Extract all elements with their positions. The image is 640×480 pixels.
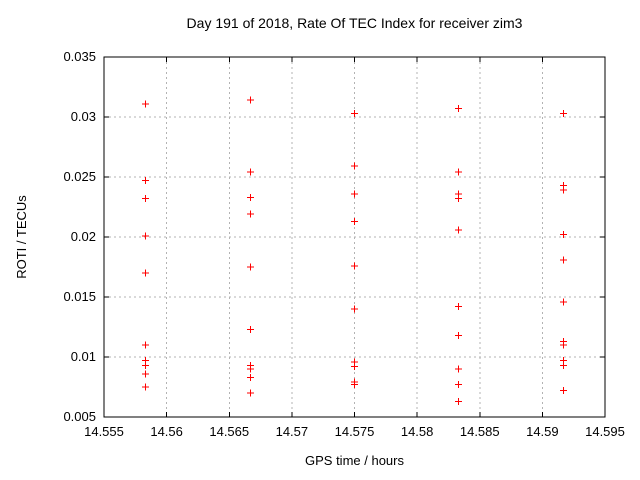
x-tick-label: 14.555 [84,424,124,439]
data-point [351,162,358,170]
data-point [454,365,462,373]
data-point [141,383,149,391]
data-point [141,341,149,349]
x-tick-label: 14.57 [275,424,309,439]
data-point [560,387,568,395]
data-point [351,305,358,313]
x-tick-label: 14.595 [585,424,625,439]
data-point [560,231,568,239]
data-point [351,381,358,389]
x-tick-label: 14.58 [400,424,434,439]
data-point [247,168,255,176]
data-point [141,361,149,369]
data-point [247,365,255,373]
x-tick-label: 14.575 [334,424,375,439]
plot-border [103,56,606,418]
data-point [351,217,358,225]
data-point [454,226,462,234]
data-point [560,298,568,306]
x-axis-label: GPS time / hours [305,453,404,468]
y-tick-label: 0.01 [70,349,96,364]
data-point [351,262,358,270]
data-point [141,100,149,108]
y-tick-label: 0.005 [63,409,96,424]
data-point [351,190,358,198]
data-point [247,263,255,271]
data-point [560,256,568,264]
x-tick-label: 14.56 [150,424,183,439]
y-tick-label: 0.025 [63,169,96,184]
data-point [141,269,149,277]
data-point [247,373,255,381]
data-point [560,186,568,194]
data-point [560,361,568,369]
x-tick-label: 14.585 [459,424,500,439]
data-point [454,381,462,389]
x-tick-label: 14.59 [526,424,559,439]
data-point [351,363,358,371]
data-point [454,105,462,113]
y-tick-label: 0.02 [70,229,96,244]
data-point [454,195,462,203]
chart-title: Day 191 of 2018, Rate Of TEC Index for r… [186,15,523,31]
data-point [247,193,255,201]
data-point [560,341,568,349]
data-point [247,96,255,104]
x-tick-label: 14.565 [209,424,250,439]
data-point [247,389,255,397]
data-point [454,331,462,339]
data-point [454,303,462,311]
y-tick-label: 0.015 [63,289,96,304]
data-point [454,168,462,176]
data-point [247,325,255,333]
data-point [454,397,462,405]
y-tick-label: 0.03 [70,109,96,124]
data-point [247,210,255,218]
data-point [560,109,568,117]
data-point [141,232,149,240]
y-tick-label: 0.035 [63,49,96,64]
data-point [141,195,149,203]
data-point [141,177,149,185]
data-point [141,370,149,378]
data-point [351,109,358,117]
